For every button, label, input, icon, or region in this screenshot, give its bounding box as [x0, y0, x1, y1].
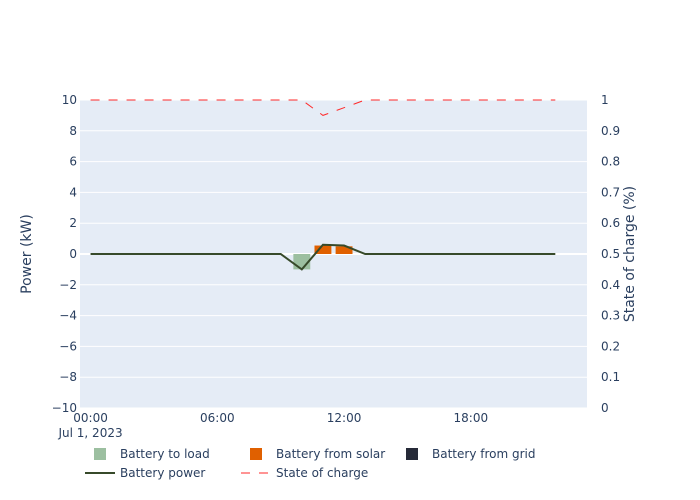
legend-item-battery-from-solar[interactable]: Battery from solar	[250, 447, 385, 461]
legend-label: Battery from grid	[432, 447, 535, 461]
x-tick-label: 00:00	[73, 411, 108, 425]
lines-layer	[90, 99, 556, 271]
right-y-tick-label: 0.1	[601, 370, 620, 384]
bar-battery-from-solar	[314, 245, 332, 254]
right-y-axis-title: State of charge (%)	[622, 186, 638, 322]
right-y-tick-label: 0.7	[601, 185, 620, 199]
legend-item-battery-power[interactable]: Battery power	[85, 466, 205, 480]
left-y-tick-label: −8	[59, 370, 77, 384]
right-y-tick-label: 0.6	[601, 216, 620, 230]
left-y-tick-label: 10	[62, 93, 77, 107]
legend-swatch	[406, 448, 418, 460]
left-y-tick-label: 2	[69, 216, 77, 230]
left-y-tick-label: 8	[69, 124, 77, 138]
x-tick-sublabel: Jul 1, 2023	[58, 426, 123, 440]
right-y-tick-label: 0.3	[601, 309, 620, 323]
grid-lines	[80, 99, 587, 409]
left-y-tick-label: 0	[69, 247, 77, 261]
bar-battery-from-solar	[335, 246, 353, 254]
left-y-tick-label: 6	[69, 155, 77, 169]
line-state-of-charge	[90, 99, 556, 116]
legend-label: State of charge	[276, 466, 368, 480]
left-y-tick-label: 4	[69, 185, 77, 199]
legend-item-battery-to-load[interactable]: Battery to load	[94, 447, 210, 461]
right-y-tick-label: 0.9	[601, 124, 620, 138]
right-y-tick-label: 1	[601, 93, 609, 107]
legend-label: Battery to load	[120, 447, 210, 461]
line-battery-power	[90, 243, 556, 271]
legend-label: Battery power	[120, 466, 205, 480]
left-y-tick-label: −10	[52, 401, 77, 415]
left-y-tick-labels: 10 8 6 4 2 0 −2 −4 −6 −8 −10	[52, 93, 77, 415]
left-y-axis-title: Power (kW)	[19, 214, 35, 294]
legend-item-state-of-charge[interactable]: State of charge	[241, 466, 368, 480]
legend-label: Battery from solar	[276, 447, 385, 461]
right-y-tick-label: 0.4	[601, 278, 620, 292]
x-tick-label: 06:00	[200, 411, 235, 425]
left-y-tick-label: −2	[59, 278, 77, 292]
left-y-tick-label: −6	[59, 339, 77, 353]
legend: Battery to load Battery from solar Battery…	[85, 447, 535, 480]
right-y-tick-label: 0.2	[601, 339, 620, 353]
x-tick-label: 18:00	[454, 411, 489, 425]
right-y-tick-label: 0	[601, 401, 609, 415]
left-y-tick-label: −4	[59, 309, 77, 323]
legend-item-battery-from-grid[interactable]: Battery from grid	[406, 447, 535, 461]
right-y-tick-labels: 1 0.9 0.8 0.7 0.6 0.5 0.4 0.3 0.2 0.1 0	[601, 93, 620, 415]
right-y-tick-label: 0.8	[601, 155, 620, 169]
legend-swatch	[94, 448, 106, 460]
right-y-tick-label: 0.5	[601, 247, 620, 261]
x-tick-label: 12:00	[327, 411, 362, 425]
legend-swatch	[250, 448, 262, 460]
